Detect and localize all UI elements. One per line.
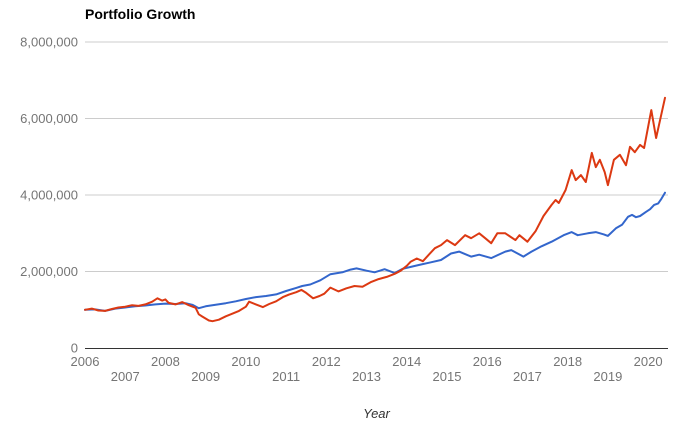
- x-tick-label: 2018: [553, 354, 582, 369]
- x-tick-label: 2007: [111, 369, 140, 384]
- x-tick-label: 2016: [473, 354, 502, 369]
- x-tick-label: 2006: [71, 354, 100, 369]
- x-tick-label: 2012: [312, 354, 341, 369]
- y-tick-label: 0: [71, 341, 78, 356]
- x-tick-label: 2020: [634, 354, 663, 369]
- chart-title: Portfolio Growth: [85, 6, 196, 22]
- x-tick-label: 2011: [272, 369, 300, 384]
- x-axis-title: Year: [363, 406, 390, 421]
- x-tick-label: 2017: [513, 369, 542, 384]
- x-tick-label: 2013: [352, 369, 381, 384]
- x-tick-label: 2010: [231, 354, 260, 369]
- x-tick-label: 2014: [392, 354, 421, 369]
- y-tick-label: 4,000,000: [20, 188, 78, 203]
- series-line-blue: [84, 191, 666, 312]
- y-tick-label: 6,000,000: [20, 111, 78, 126]
- y-tick-label: 2,000,000: [20, 264, 78, 279]
- x-tick-label: 2009: [191, 369, 220, 384]
- x-tick-label: 2008: [151, 354, 180, 369]
- x-tick-label: 2015: [433, 369, 462, 384]
- series-line-red: [84, 96, 666, 323]
- y-tick-label: 8,000,000: [20, 35, 78, 50]
- x-tick-label: 2019: [593, 369, 622, 384]
